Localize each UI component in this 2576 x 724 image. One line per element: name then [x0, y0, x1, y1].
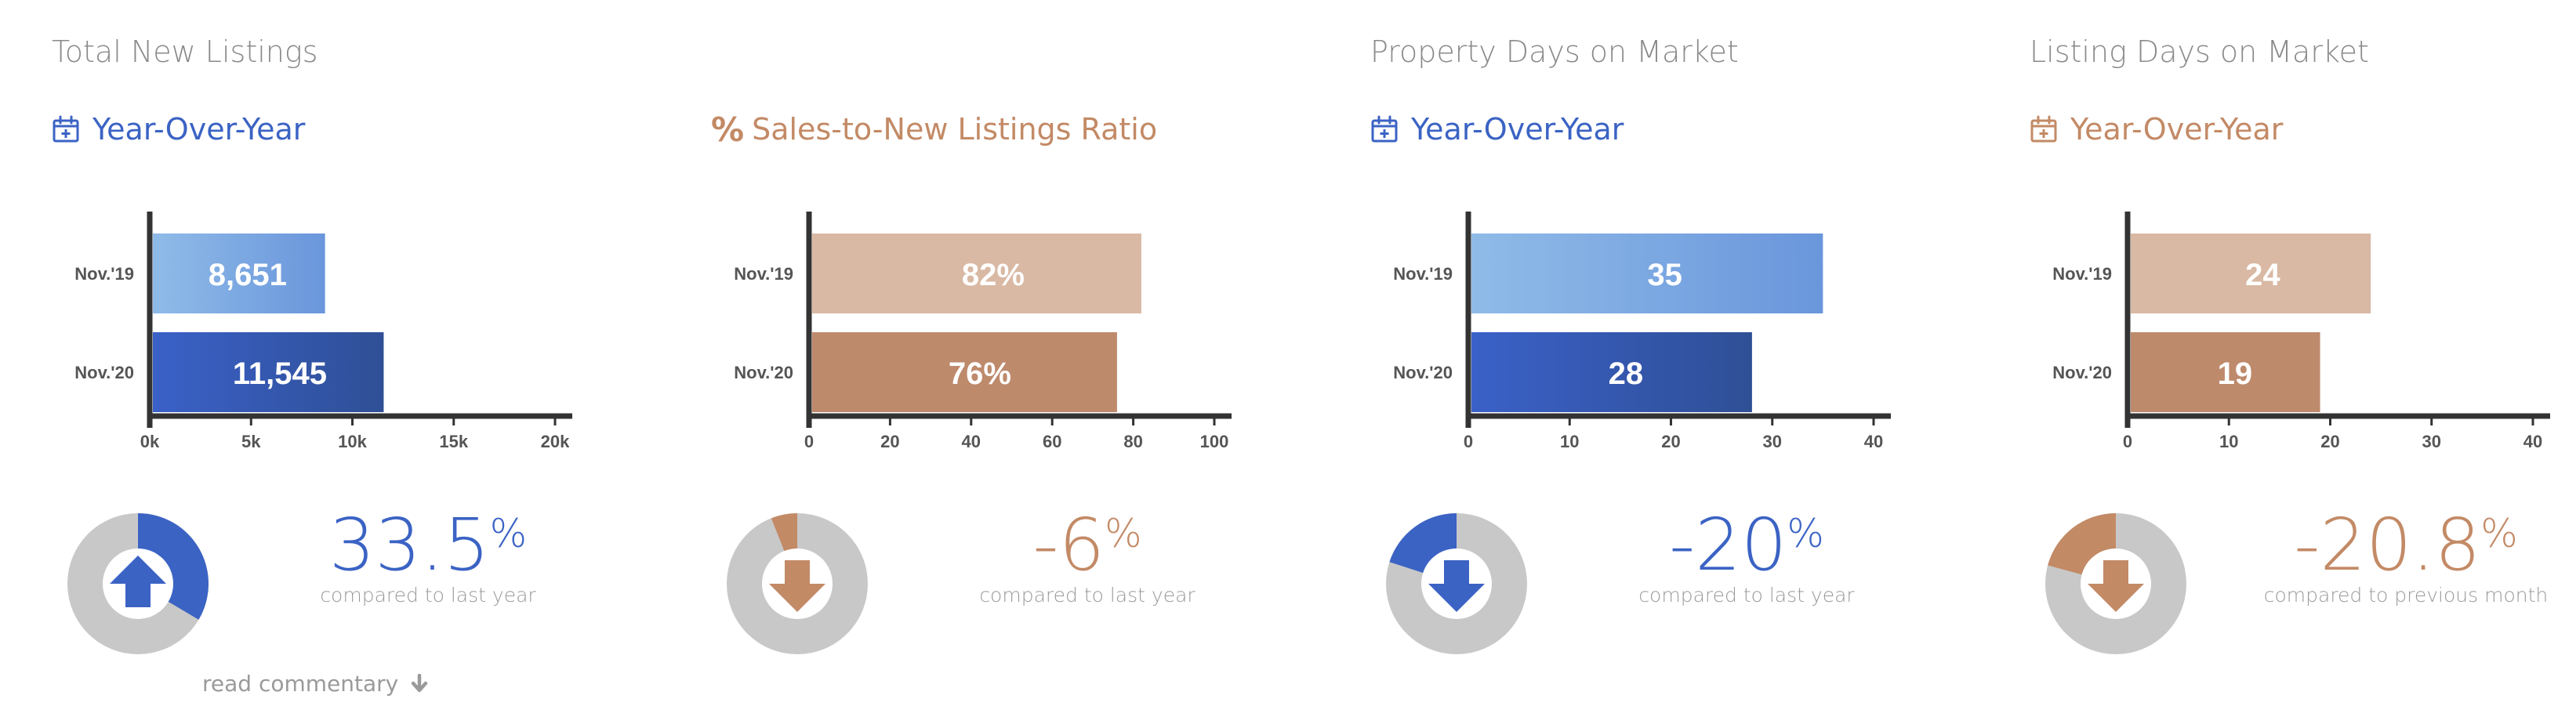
panel-sales-to-new-listings: % Sales-to-New Listings Ratio 82% Nov.'19… — [711, 0, 1338, 724]
x-tick-label: 20 — [2320, 432, 2339, 451]
x-tick-label: 0 — [804, 432, 814, 451]
change-donut — [1386, 513, 1527, 654]
panel-title: Listing Days on Market — [2030, 34, 2369, 69]
panel-subtitle: % Sales-to-New Listings Ratio — [711, 107, 1157, 151]
panel-subtitle: Year-Over-Year — [1370, 107, 1624, 151]
change-unit: % — [1787, 511, 1824, 556]
x-tick-label: 0k — [140, 432, 160, 451]
x-tick-label: 80 — [1123, 432, 1142, 451]
x-tick-label: 30 — [2422, 432, 2441, 451]
x-tick-label: 5k — [241, 432, 261, 451]
x-tick-label: 20 — [880, 432, 899, 451]
category-label: Nov.'20 — [734, 363, 793, 382]
change-value: -6% — [938, 509, 1236, 581]
x-tick-label: 10 — [1560, 432, 1579, 451]
change-number: -20 — [1669, 503, 1787, 587]
x-tick-label: 100 — [1200, 432, 1229, 451]
panel-title: Total New Listings — [52, 34, 318, 69]
arrow-down-icon — [411, 673, 428, 692]
arrow-down-icon — [1428, 560, 1485, 612]
category-label: Nov.'19 — [1393, 264, 1453, 284]
bar-chart: 8,651 Nov.'19 11,545 Nov.'20 0k 5k 10k 15k 20k — [74, 212, 572, 451]
bar-1 — [153, 332, 384, 412]
panel-property-days-on-market: Property Days on Market Year-Over-Year 3… — [1370, 0, 1997, 724]
category-label: Nov.'20 — [74, 363, 134, 382]
bar-0 — [1471, 233, 1823, 313]
bar-value-label: 8,651 — [209, 258, 287, 292]
bar-chart: 35 Nov.'19 28 Nov.'20 0 10 20 30 40 — [1393, 212, 1891, 451]
change-donut — [2045, 513, 2186, 654]
x-tick-label: 0 — [2123, 432, 2132, 451]
x-tick-label: 20 — [1661, 432, 1680, 451]
calendar-plus-icon — [2030, 115, 2057, 143]
change-number: -6 — [1032, 503, 1105, 587]
panel-subtitle: Year-Over-Year — [52, 107, 305, 151]
change-caption: compared to last year — [1638, 584, 1855, 606]
x-tick-label: 30 — [1763, 432, 1782, 451]
bar-0 — [153, 233, 325, 313]
category-label: Nov.'19 — [2052, 264, 2112, 284]
change-value: -20.8% — [2257, 509, 2555, 581]
calendar-plus-icon — [1371, 115, 1398, 143]
arrow-down-icon — [2088, 560, 2144, 612]
bar-chart: 82% Nov.'19 76% Nov.'20 0 20 40 60 80 100 — [734, 212, 1232, 451]
x-tick-label: 40 — [2523, 432, 2542, 451]
x-tick-label: 10 — [2219, 432, 2238, 451]
x-tick-label: 60 — [1043, 432, 1061, 451]
calendar-plus-icon — [53, 115, 79, 143]
change-number: -20.8 — [2294, 503, 2481, 587]
bar-value-label: 82% — [962, 258, 1025, 292]
subtitle-label: Year-Over-Year — [93, 112, 306, 147]
change-caption: compared to previous month — [2263, 584, 2549, 606]
category-label: Nov.'19 — [74, 264, 134, 284]
x-tick-label: 40 — [1864, 432, 1883, 451]
panel-title: Property Days on Market — [1370, 34, 1739, 69]
x-tick-label: 0 — [1464, 432, 1473, 451]
category-label: Nov.'20 — [2052, 363, 2112, 382]
subtitle-label: Sales-to-New Listings Ratio — [752, 112, 1158, 147]
x-tick-label: 15k — [439, 432, 468, 451]
bar-value-label: 35 — [1647, 258, 1682, 292]
bar-1 — [2131, 332, 2320, 412]
bar-value-label: 24 — [2245, 258, 2280, 292]
read-commentary-label: read commentary — [202, 671, 399, 697]
change-value: -20% — [1598, 509, 1896, 581]
change-unit: % — [489, 511, 528, 556]
bar-value-label: 19 — [2218, 357, 2253, 391]
panel-total-new-listings: Total New Listings Year-Over-Year 8,651 N… — [52, 0, 679, 724]
change-caption: compared to last year — [979, 584, 1195, 606]
subtitle-label: Year-Over-Year — [1411, 112, 1624, 147]
bar-chart: 24 Nov.'19 19 Nov.'20 0 10 20 30 40 — [2052, 212, 2550, 451]
change-donut — [67, 513, 209, 654]
bar-value-label: 11,545 — [233, 357, 327, 391]
change-donut — [727, 513, 868, 654]
x-tick-label: 20k — [541, 432, 570, 451]
percent-icon: % — [711, 110, 745, 149]
category-label: Nov.'20 — [1393, 363, 1453, 382]
bar-value-label: 28 — [1609, 357, 1644, 391]
subtitle-label: Year-Over-Year — [2070, 112, 2284, 147]
panel-subtitle: Year-Over-Year — [2030, 107, 2283, 151]
arrow-down-icon — [769, 560, 825, 612]
change-value: 33.5% — [279, 509, 577, 581]
read-commentary-link[interactable]: read commentary — [202, 671, 430, 697]
bar-0 — [2131, 233, 2371, 313]
arrow-up-icon — [110, 556, 166, 607]
bar-1 — [1471, 332, 1752, 412]
bar-value-label: 76% — [949, 357, 1011, 391]
change-unit: % — [2480, 511, 2518, 556]
x-tick-label: 10k — [338, 432, 367, 451]
category-label: Nov.'19 — [734, 264, 793, 284]
bar-1 — [812, 332, 1117, 412]
change-number: 33.5 — [328, 503, 490, 587]
x-tick-label: 40 — [962, 432, 981, 451]
bar-0 — [812, 233, 1141, 313]
change-caption: compared to last year — [320, 584, 536, 606]
change-unit: % — [1105, 511, 1142, 556]
panel-listing-days-on-market: Listing Days on Market Year-Over-Year 24… — [2030, 0, 2576, 724]
